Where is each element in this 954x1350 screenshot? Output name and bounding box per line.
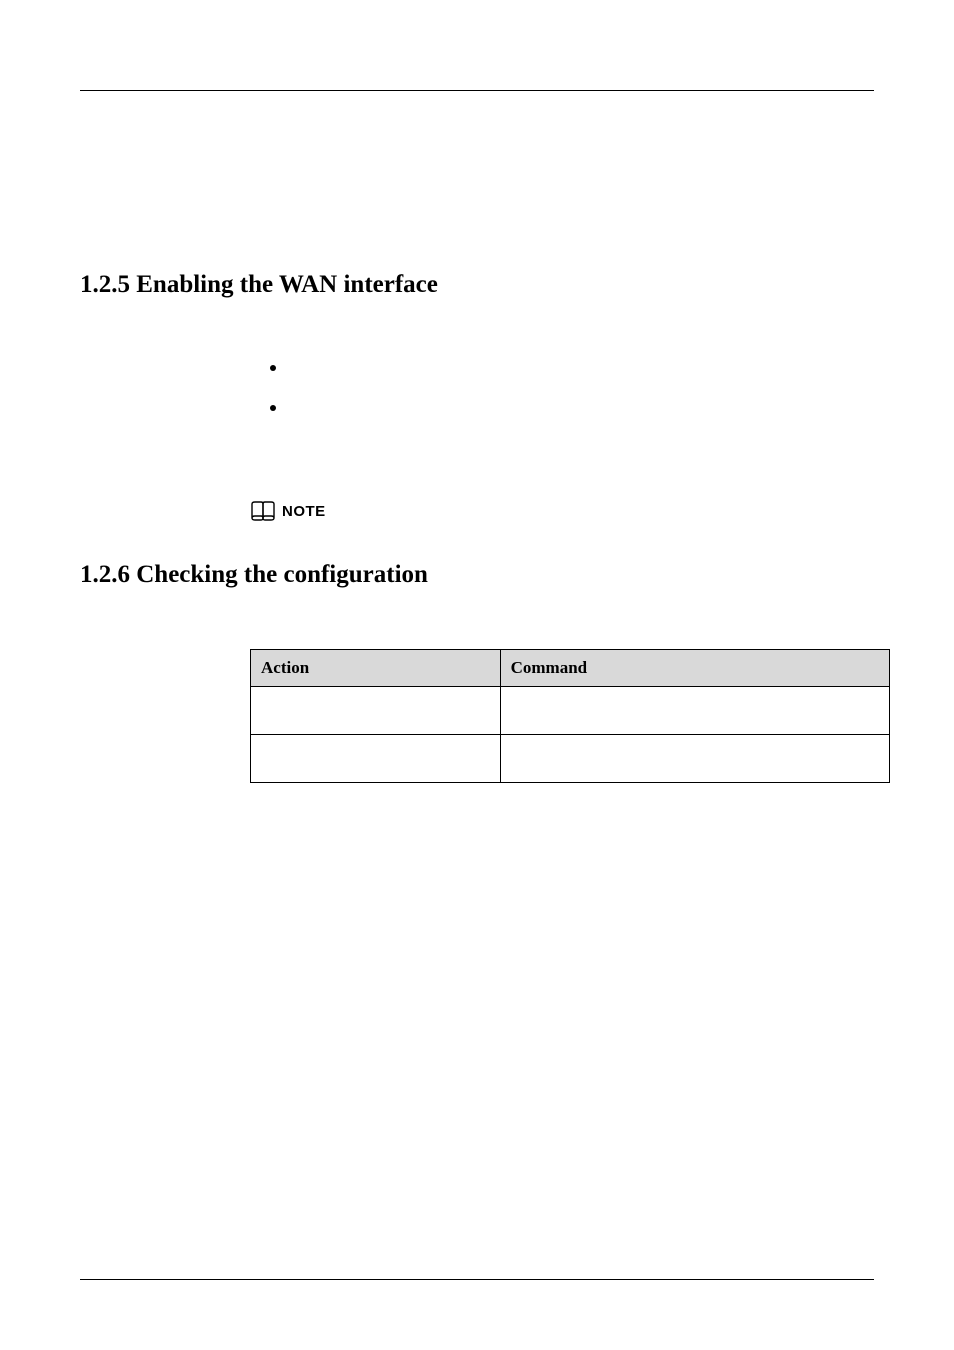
table-row xyxy=(251,687,890,735)
cell-command xyxy=(500,687,889,735)
bullet-icon xyxy=(270,365,276,371)
col-header-command: Command xyxy=(500,650,889,687)
list-item xyxy=(270,399,874,411)
section-heading-2: 1.2.6 Checking the configuration xyxy=(80,561,874,589)
bullet-list xyxy=(270,359,874,411)
table-row xyxy=(251,735,890,783)
config-table-wrap: Action Command xyxy=(250,649,874,783)
cell-action xyxy=(251,735,501,783)
note-callout: NOTE xyxy=(250,501,874,521)
note-book-icon xyxy=(250,501,276,521)
table-header-row: Action Command xyxy=(251,650,890,687)
bottom-divider xyxy=(80,1279,874,1280)
page-content: 1.2.5 Enabling the WAN interface NOTE 1.… xyxy=(0,0,954,843)
list-item xyxy=(270,359,874,371)
bullet-icon xyxy=(270,405,276,411)
cell-action xyxy=(251,687,501,735)
section-heading-1: 1.2.5 Enabling the WAN interface xyxy=(80,271,874,299)
col-header-action: Action xyxy=(251,650,501,687)
top-divider xyxy=(80,90,874,91)
cell-command xyxy=(500,735,889,783)
note-label: NOTE xyxy=(282,503,326,520)
config-table: Action Command xyxy=(250,649,890,783)
